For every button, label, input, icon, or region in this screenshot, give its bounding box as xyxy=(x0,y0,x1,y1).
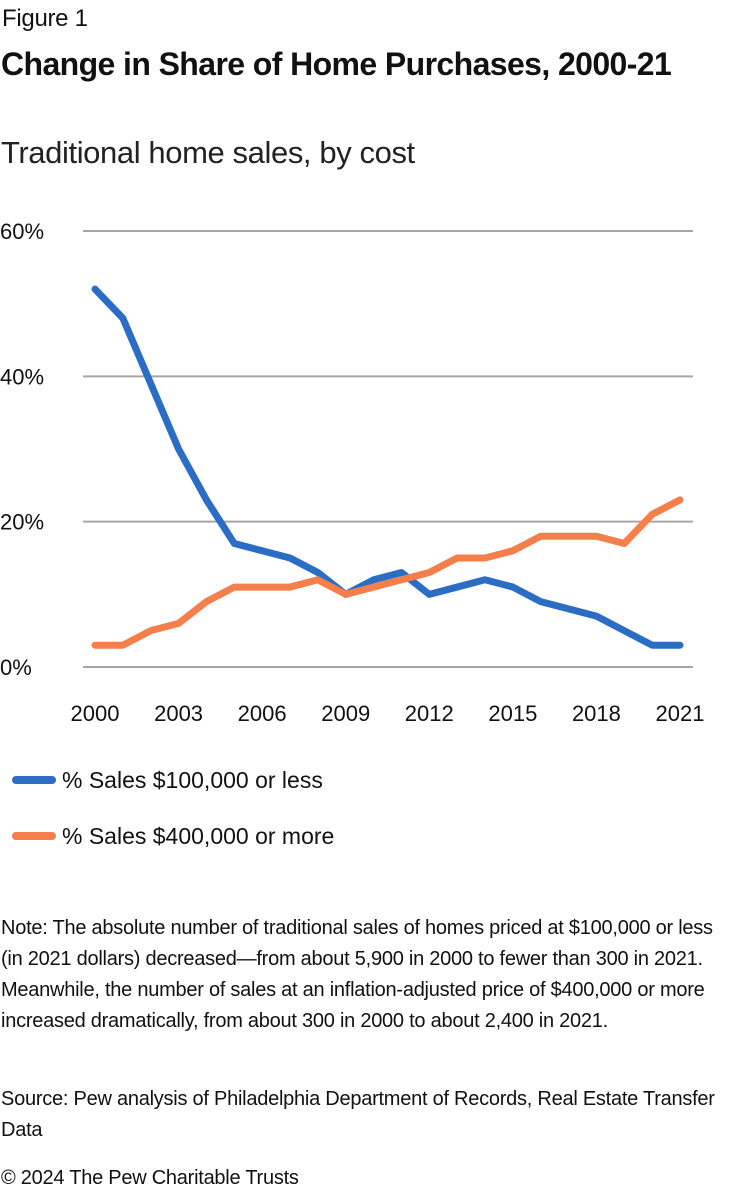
x-tick-label: 2009 xyxy=(321,701,370,726)
legend-label: % Sales $400,000 or more xyxy=(62,822,335,849)
y-axis-ticks: 0% 20% 40% 60% xyxy=(0,219,44,680)
legend-item-low-cost: % Sales $100,000 or less xyxy=(12,762,334,798)
series-high-cost xyxy=(91,496,684,649)
series-lines xyxy=(91,285,684,649)
chart-subtitle: Traditional home sales, by cost xyxy=(1,135,415,170)
x-tick-label: 2021 xyxy=(656,701,705,726)
chart-note: Note: The absolute number of traditional… xyxy=(1,917,713,1032)
chart-source: Source: Pew analysis of Philadelphia Dep… xyxy=(1,1088,715,1141)
line-chart: 0% 20% 40% 60% 2000 2003 2006 2009 2012 2015 2018… xyxy=(0,219,705,726)
x-tick-label: 2012 xyxy=(405,701,454,726)
chart-title: Change in Share of Home Purchases, 2000-… xyxy=(1,46,672,82)
legend-item-high-cost: % Sales $400,000 or more xyxy=(12,818,334,854)
legend-label: % Sales $100,000 or less xyxy=(62,766,323,793)
y-tick-label: 0% xyxy=(0,655,32,680)
y-tick-label: 40% xyxy=(0,364,44,389)
x-axis-ticks: 2000 2003 2006 2009 2012 2015 2018 2021 xyxy=(71,701,705,726)
y-tick-label: 60% xyxy=(0,219,44,244)
series-line xyxy=(91,285,684,649)
series-low-cost xyxy=(91,285,684,649)
series-line xyxy=(91,496,684,649)
legend-swatch-orange xyxy=(12,832,56,840)
x-tick-label: 2000 xyxy=(71,701,120,726)
copyright: © 2024 The Pew Charitable Trusts xyxy=(1,1167,299,1189)
x-tick-label: 2003 xyxy=(154,701,203,726)
figure-label: Figure 1 xyxy=(2,5,88,32)
x-tick-label: 2015 xyxy=(488,701,537,726)
x-tick-label: 2006 xyxy=(238,701,287,726)
x-tick-label: 2018 xyxy=(572,701,621,726)
legend: % Sales $100,000 or less % Sales $400,00… xyxy=(12,762,334,874)
legend-swatch-blue xyxy=(12,776,56,784)
gridlines xyxy=(83,230,693,668)
y-tick-label: 20% xyxy=(0,510,44,535)
